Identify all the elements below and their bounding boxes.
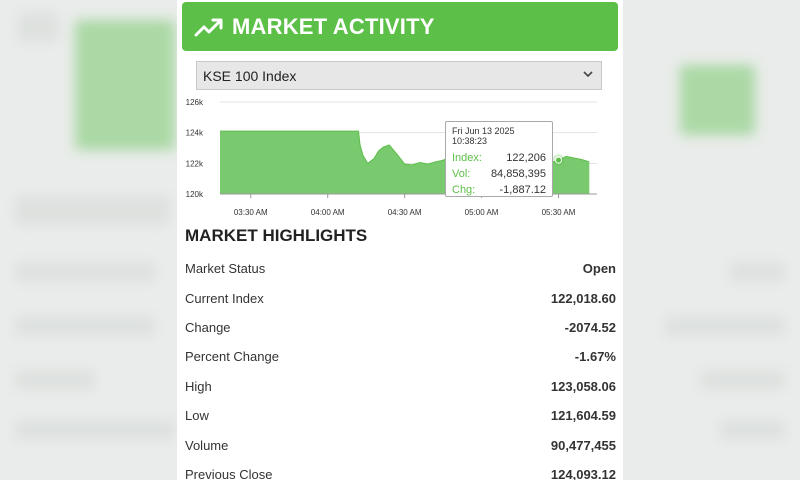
tooltip-vol-label: Vol: bbox=[452, 168, 471, 180]
highlight-row-market-status: Market Status Open bbox=[185, 254, 616, 283]
highlight-label: Low bbox=[185, 408, 209, 423]
page-title: MARKET ACTIVITY bbox=[232, 13, 435, 39]
highlight-label: Percent Change bbox=[185, 349, 279, 364]
index-select-value: KSE 100 Index bbox=[203, 67, 297, 84]
highlight-label: Market Status bbox=[185, 261, 266, 276]
highlight-row-low: Low 121,604.59 bbox=[185, 401, 616, 430]
x-tick-label: 04:30 AM bbox=[388, 208, 422, 217]
highlight-value: 124,093.12 bbox=[550, 467, 616, 480]
highlight-value: 123,058.06 bbox=[550, 379, 616, 394]
highlight-value: -1.67% bbox=[574, 349, 616, 364]
y-tick-label: 126k bbox=[186, 98, 204, 107]
highlight-value: 121,604.59 bbox=[550, 408, 616, 423]
x-tick-label: 05:30 AM bbox=[542, 208, 576, 217]
highlight-value: Open bbox=[582, 261, 616, 276]
highlight-row-change: Change -2074.52 bbox=[185, 313, 616, 342]
highlight-row-high: High 123,058.06 bbox=[185, 372, 616, 401]
highlight-row-previous-close: Previous Close 124,093.12 bbox=[185, 460, 616, 480]
highlight-label: Current Index bbox=[185, 291, 264, 306]
tooltip-chg-value: -1,887.12 bbox=[499, 184, 546, 196]
market-activity-header: MARKET ACTIVITY bbox=[182, 2, 618, 51]
y-tick-label: 120k bbox=[186, 190, 204, 199]
highlight-value: 122,018.60 bbox=[550, 291, 616, 306]
tooltip-chg-label: Chg: bbox=[452, 184, 476, 196]
highlight-row-current-index: Current Index 122,018.60 bbox=[185, 284, 616, 313]
highlight-label: High bbox=[185, 379, 212, 394]
y-tick-label: 122k bbox=[186, 159, 204, 168]
highlight-row-volume: Volume 90,477,455 bbox=[185, 431, 616, 460]
tooltip-index-label: Index: bbox=[452, 152, 482, 164]
market-activity-panel: MARKET ACTIVITY KSE 100 Index 126k 124k 12… bbox=[177, 0, 623, 480]
tooltip-vol-value: 84,858,395 bbox=[490, 168, 546, 180]
highlight-value: -2074.52 bbox=[564, 320, 616, 335]
x-tick-label: 05:00 AM bbox=[465, 208, 499, 217]
index-area-chart[interactable]: 126k 124k 122k 120k 03:30 AM 04:00 AM 04:30 AM… bbox=[177, 96, 623, 224]
trending-up-icon bbox=[194, 18, 223, 36]
market-highlights-title: MARKET HIGHLIGHTS bbox=[185, 226, 368, 245]
x-tick-label: 03:30 AM bbox=[234, 208, 268, 217]
index-select[interactable]: KSE 100 Index bbox=[196, 61, 602, 90]
highlight-label: Change bbox=[185, 320, 231, 335]
x-tick-label: 04:00 AM bbox=[311, 208, 345, 217]
highlight-value: 90,477,455 bbox=[550, 438, 616, 453]
y-tick-label: 124k bbox=[186, 129, 204, 138]
highlight-label: Volume bbox=[185, 438, 229, 453]
hover-point bbox=[555, 156, 563, 164]
chevron-down-icon bbox=[583, 71, 593, 78]
chart-tooltip: Fri Jun 13 2025 10:38:23 Index: 122,206 … bbox=[445, 121, 553, 197]
tooltip-date: Fri Jun 13 2025 10:38:23 bbox=[452, 126, 515, 146]
highlight-label: Previous Close bbox=[185, 467, 273, 480]
tooltip-index-value: 122,206 bbox=[506, 152, 546, 164]
highlight-row-percent-change: Percent Change -1.67% bbox=[185, 342, 616, 371]
